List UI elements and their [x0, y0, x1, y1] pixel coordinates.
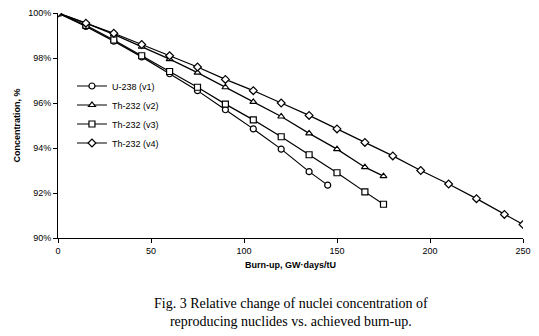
svg-text:Fig. 3 Relative change of nucl: Fig. 3 Relative change of nuclei concent… [154, 296, 428, 329]
svg-text:Th-232 (v4): Th-232 (v4) [112, 139, 159, 149]
svg-text:150: 150 [329, 246, 344, 256]
svg-text:90%: 90% [33, 233, 51, 243]
svg-text:200: 200 [422, 246, 437, 256]
svg-text:Burn-up, GW·days/tU: Burn-up, GW·days/tU [245, 260, 336, 270]
svg-text:Th-232 (v2): Th-232 (v2) [112, 101, 159, 111]
svg-text:100: 100 [236, 246, 251, 256]
svg-text:92%: 92% [33, 188, 51, 198]
svg-text:96%: 96% [33, 98, 51, 108]
svg-text:Th-232 (v3): Th-232 (v3) [112, 120, 159, 130]
svg-text:U-238 (v1): U-238 (v1) [112, 82, 155, 92]
svg-text:98%: 98% [33, 53, 51, 63]
svg-text:100%: 100% [28, 8, 51, 18]
svg-text:Concentration, %: Concentration, % [12, 88, 22, 162]
svg-text:0: 0 [55, 246, 60, 256]
svg-text:94%: 94% [33, 143, 51, 153]
svg-text:250: 250 [515, 246, 530, 256]
svg-text:50: 50 [146, 246, 156, 256]
